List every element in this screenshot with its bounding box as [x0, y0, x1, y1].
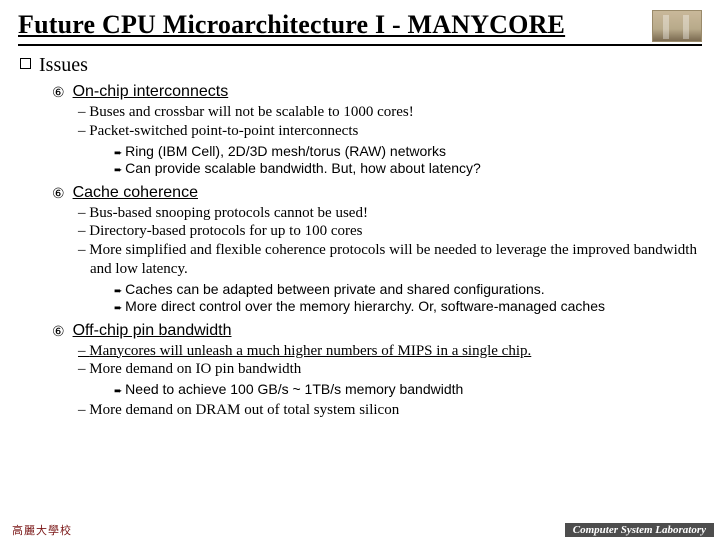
arrow-item: Need to achieve 100 GB/s ~ 1TB/s memory … [114, 381, 702, 399]
dash-item: Manycores will unleash a much higher num… [78, 342, 702, 361]
arrow-list: Ring (IBM Cell), 2D/3D mesh/torus (RAW) … [114, 143, 702, 178]
topic: ⑥ Off-chip pin bandwidth [52, 322, 702, 340]
section-header: Issues [20, 54, 702, 77]
dash-list: Buses and crossbar will not be scalable … [78, 103, 702, 141]
title-row: Future CPU Microarchitecture I - MANYCOR… [18, 10, 702, 46]
square-bullet-icon [20, 58, 31, 69]
dash-list: Manycores will unleash a much higher num… [78, 342, 702, 380]
arrow-item: Ring (IBM Cell), 2D/3D mesh/torus (RAW) … [114, 143, 702, 161]
topic: ⑥ Cache coherence [52, 184, 702, 202]
dash-item: More demand on IO pin bandwidth [78, 360, 702, 379]
dash-item: Directory-based protocols for up to 100 … [78, 222, 702, 241]
topic: ⑥ On-chip interconnects [52, 83, 702, 101]
section-label: Issues [39, 54, 88, 77]
arrow-item: Can provide scalable bandwidth. But, how… [114, 160, 702, 178]
dash-list: Bus-based snooping protocols cannot be u… [78, 204, 702, 279]
arrow-list: Need to achieve 100 GB/s ~ 1TB/s memory … [114, 381, 702, 399]
dash-list: More demand on DRAM out of total system … [78, 401, 702, 420]
circled-number-icon: ⑥ [52, 322, 65, 340]
arrow-item: More direct control over the memory hier… [114, 298, 702, 316]
dash-item: Buses and crossbar will not be scalable … [78, 103, 702, 122]
dash-item: More demand on DRAM out of total system … [78, 401, 702, 420]
dash-item: Packet-switched point-to-point interconn… [78, 122, 702, 141]
topic-label: Off-chip pin bandwidth [73, 322, 232, 340]
topics-container: ⑥ On-chip interconnects Buses and crossbar… [18, 83, 702, 419]
footer-left: 高麗大學校 [12, 522, 72, 538]
circled-number-icon: ⑥ [52, 83, 65, 101]
topic-label: Cache coherence [73, 184, 198, 202]
topic-label: On-chip interconnects [73, 83, 229, 101]
building-logo [652, 10, 702, 42]
footer: 高麗大學校 Computer System Laboratory [0, 522, 720, 540]
circled-number-icon: ⑥ [52, 184, 65, 202]
slide-title: Future CPU Microarchitecture I - MANYCOR… [18, 10, 565, 40]
arrow-list: Caches can be adapted between private an… [114, 281, 702, 316]
dash-item: Bus-based snooping protocols cannot be u… [78, 204, 702, 223]
footer-right: Computer System Laboratory [565, 523, 714, 537]
arrow-item: Caches can be adapted between private an… [114, 281, 702, 299]
slide: Future CPU Microarchitecture I - MANYCOR… [0, 0, 720, 540]
dash-item: More simplified and flexible coherence p… [78, 241, 702, 279]
